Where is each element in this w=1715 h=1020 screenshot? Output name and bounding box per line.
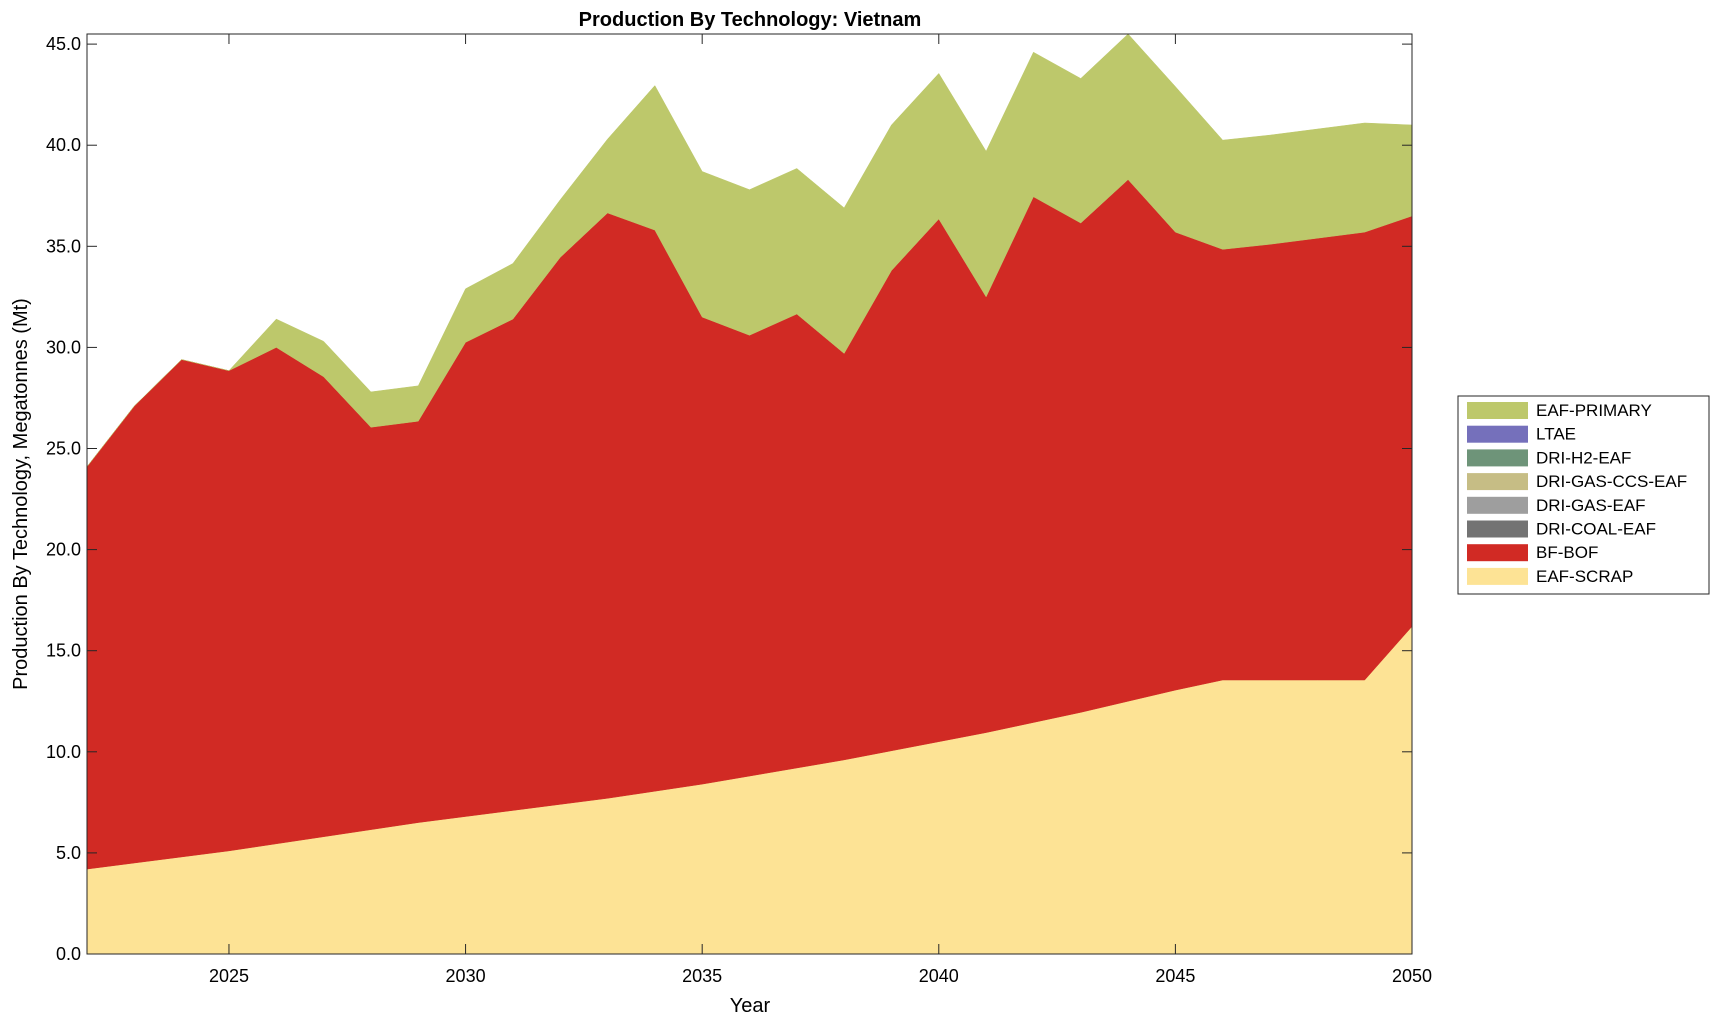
legend-label-bf-bof: BF-BOF [1536,543,1598,562]
legend-label-dri-gas-eaf: DRI-GAS-EAF [1536,496,1646,515]
legend-swatch-dri-h2-eaf [1467,449,1528,467]
y-tick-label: 40.0 [46,135,81,155]
x-axis-label: Year [730,995,771,1017]
y-tick-label: 45.0 [46,34,81,54]
y-tick-label: 0.0 [56,944,81,964]
y-axis: 0.0 5.0 10.0 15.0 20.0 25.0 30.0 35.0 40.0 45.0 [46,34,1412,964]
plot-frame [86,33,1413,955]
x-tick-label: 2035 [682,966,722,986]
legend-swatch-eaf-scrap [1467,567,1528,585]
y-axis-label: Production By Technology, Megatonnes (Mt… [10,298,32,690]
x-tick-label: 2050 [1392,966,1432,986]
y-tick-label: 25.0 [46,439,81,459]
x-axis: 2025 2030 2035 2040 2045 2050 [209,34,1432,986]
legend-swatch-dri-gas-ccs-eaf [1467,473,1528,491]
x-tick-label: 2025 [209,966,249,986]
legend-swatch-eaf-primary [1467,402,1528,419]
legend-label-dri-coal-eaf: DRI-COAL-EAF [1536,520,1656,539]
legend-label-eaf-primary: EAF-PRIMARY [1536,401,1652,420]
y-tick-label: 10.0 [46,742,81,762]
y-tick-label: 5.0 [56,843,81,863]
x-tick-label: 2040 [919,966,959,986]
legend-swatch-dri-gas-eaf [1467,496,1528,514]
legend-label-dri-h2-eaf: DRI-H2-EAF [1536,448,1631,467]
legend-label-dri-gas-ccs-eaf: DRI-GAS-CCS-EAF [1536,472,1687,491]
x-tick-label: 2045 [1155,966,1195,986]
legend-swatch-ltae [1467,425,1528,443]
x-tick-label: 2030 [446,966,486,986]
legend-swatch-dri-coal-eaf [1467,520,1528,538]
y-tick-label: 30.0 [46,337,81,357]
y-tick-label: 15.0 [46,641,81,661]
legend-label-ltae: LTAE [1536,425,1576,444]
y-tick-label: 20.0 [46,540,81,560]
area-series-group [86,33,1413,955]
legend-label-eaf-scrap: EAF-SCRAP [1536,567,1633,586]
legend: EAF-PRIMARY LTAE DRI-H2-EAF DRI-GAS-CCS-EAF… [1457,395,1710,595]
chart-title: Production By Technology: Vietnam [579,9,922,31]
y-tick-label: 35.0 [46,236,81,256]
legend-swatch-bf-bof [1467,544,1528,562]
